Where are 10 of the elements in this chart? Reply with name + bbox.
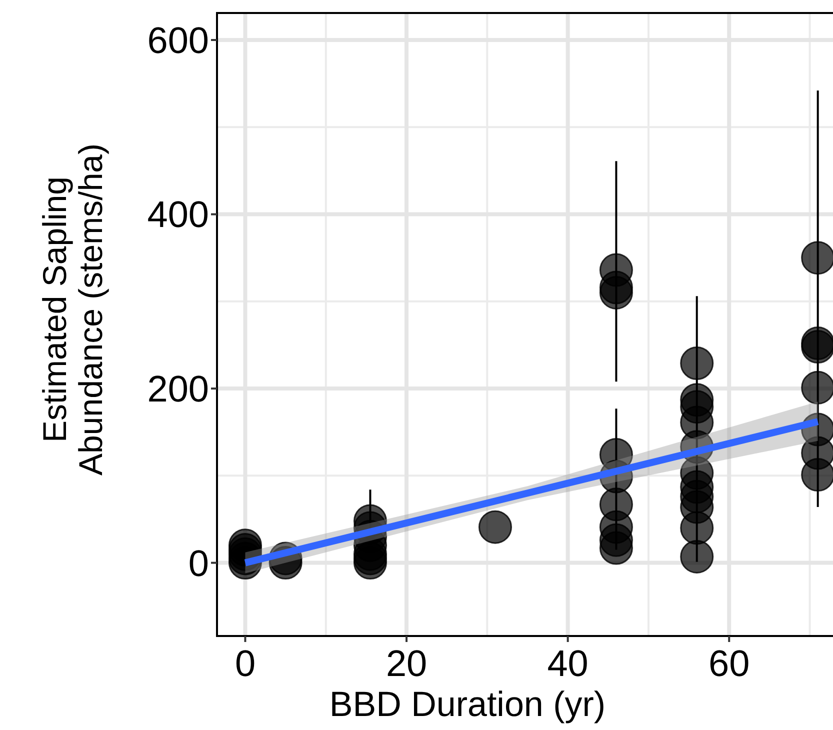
x-tick-label: 0: [234, 643, 256, 684]
y-tick-label: 400: [147, 194, 209, 236]
y-tick-label: 200: [147, 368, 209, 410]
x-axis-title: BBD Duration (yr): [329, 685, 606, 724]
x-tick-label: 20: [386, 643, 428, 684]
x-tick-label: 40: [547, 643, 588, 684]
y-tick-label: 600: [147, 20, 209, 61]
y-axis-title: Estimated Sapling Abundance (stems/ha): [36, 143, 109, 476]
x-tick-label: 60: [708, 643, 750, 684]
y-tick-label: 0: [188, 542, 209, 584]
